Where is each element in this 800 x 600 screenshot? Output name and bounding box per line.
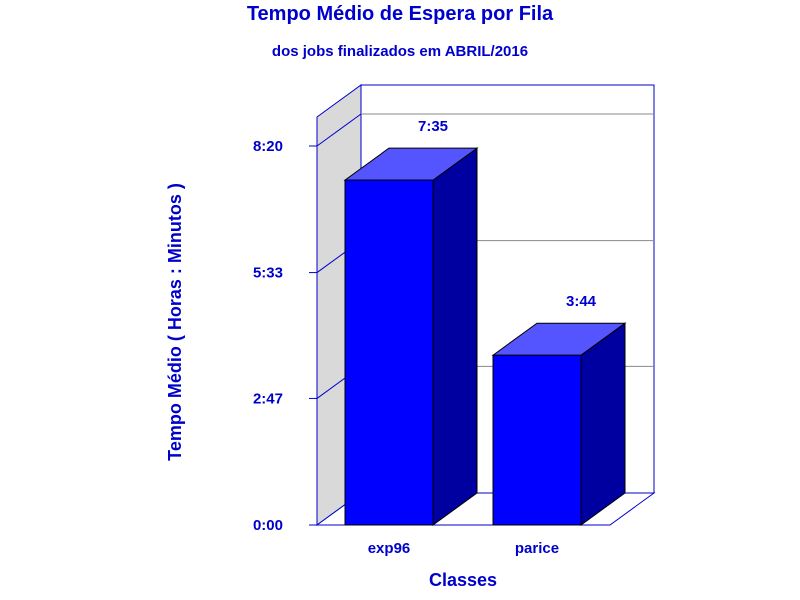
bar <box>343 147 479 526</box>
bar-front <box>344 179 434 526</box>
x-axis-title: Classes <box>429 570 497 590</box>
x-tick-label: exp96 <box>368 540 411 557</box>
bar-side <box>432 147 478 526</box>
bar <box>491 322 627 526</box>
bar-side <box>580 322 626 526</box>
x-tick-label: parice <box>515 540 559 557</box>
chart-subtitle: dos jobs finalizados em ABRIL/2016 <box>272 43 528 60</box>
labels: 0:00 2:47 5:33 8:20 7:35 exp96 3:44 parice <box>253 118 597 557</box>
y-tick-label: 0:00 <box>253 517 283 534</box>
grid-line-wall <box>316 113 362 147</box>
data-label: 3:44 <box>566 293 597 310</box>
chart-title: Tempo Médio de Espera por Fila <box>247 3 554 25</box>
y-axis-title: Tempo Médio ( Horas : Minutos ) <box>165 183 185 461</box>
bar-front <box>492 354 582 526</box>
bars <box>343 147 627 526</box>
y-tick-label: 8:20 <box>253 138 283 155</box>
y-tick-label: 2:47 <box>253 390 283 407</box>
y-tick-label: 5:33 <box>253 265 283 282</box>
data-label: 7:35 <box>418 118 448 135</box>
